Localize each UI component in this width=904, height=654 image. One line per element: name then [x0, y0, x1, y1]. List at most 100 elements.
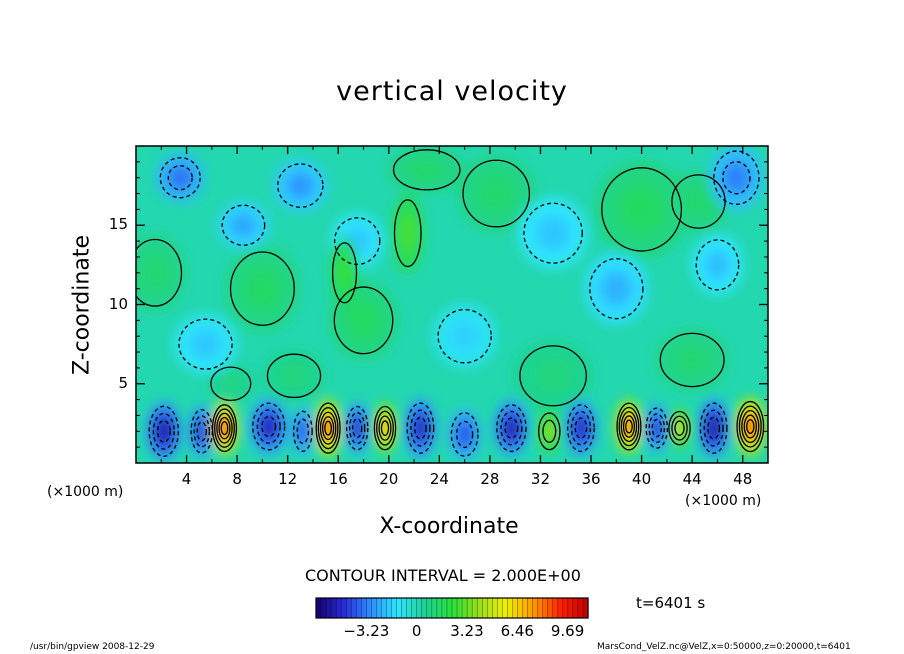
contour-line	[703, 409, 724, 447]
field-cell	[673, 344, 712, 376]
colorbar-segment	[436, 598, 443, 618]
colorbar-segment	[497, 598, 503, 618]
field-cell	[382, 422, 388, 434]
field-cell	[476, 173, 516, 214]
contour-line	[437, 308, 492, 364]
contour-line	[542, 419, 557, 443]
contour-line	[574, 417, 588, 439]
field-cell	[448, 320, 481, 353]
field-cell	[286, 172, 314, 199]
colorbar-segment	[517, 598, 524, 618]
contour-line	[699, 402, 728, 454]
colorbar-segment	[351, 598, 357, 618]
contour-line	[393, 199, 422, 268]
colorbar-segment	[487, 598, 493, 618]
field-cell	[545, 424, 554, 439]
contour-line	[601, 167, 683, 252]
field-cell	[626, 421, 632, 432]
field-cell	[222, 423, 227, 433]
contour-line	[722, 161, 751, 195]
contour-line	[315, 402, 341, 454]
chart-title: vertical velocity	[336, 76, 568, 107]
contour-line	[406, 402, 435, 454]
contour-line	[674, 420, 685, 436]
colorbar-segment	[572, 598, 579, 618]
colorbar-segment	[512, 598, 519, 618]
contour-line	[348, 412, 366, 445]
contour-line	[671, 415, 688, 441]
contour-line	[351, 418, 363, 439]
field-cell	[159, 423, 169, 439]
y-tick-label: 10	[108, 294, 128, 313]
x-unit-left: (×1000 m)	[47, 484, 124, 500]
contour-line	[277, 163, 324, 208]
field-cell	[346, 300, 381, 341]
x-unit-right: (×1000 m)	[685, 493, 762, 509]
contour-line	[345, 405, 369, 451]
contour-line	[743, 414, 757, 439]
field-cell	[652, 420, 661, 437]
colorbar-segment	[346, 598, 352, 618]
colorbar-segment	[386, 598, 393, 618]
colorbar-segment	[507, 598, 514, 618]
colorbar-segment	[336, 598, 342, 618]
field-cell	[263, 419, 274, 434]
colorbar-segment	[371, 598, 378, 618]
colorbar-segment	[416, 598, 423, 618]
contour-line	[221, 204, 266, 246]
contour-interval-label: CONTOUR INTERVAL = 2.000E+00	[305, 566, 581, 585]
colorbar-frame	[315, 597, 589, 619]
footer-left: /usr/bin/gpview 2008-12-29	[30, 642, 155, 652]
colorbar-segment	[532, 598, 539, 618]
contour-line	[538, 412, 561, 451]
colorbar-tick-label: 9.69	[550, 622, 585, 640]
contour-line	[410, 409, 431, 447]
contour-line	[622, 415, 636, 438]
field-cell	[600, 270, 633, 307]
field-cell	[747, 421, 753, 432]
field-cell	[535, 215, 571, 252]
contour-line	[322, 416, 335, 441]
field-cell	[575, 418, 587, 438]
contour-line	[570, 410, 592, 446]
field-cell	[709, 420, 718, 436]
colorbar-segment	[547, 598, 554, 618]
x-tick-label: 44	[682, 470, 702, 488]
field-cell	[722, 161, 750, 194]
contour-line	[392, 149, 461, 191]
x-tick-label: 20	[379, 470, 399, 488]
field-blobs	[136, 146, 767, 462]
contour-line	[620, 411, 638, 443]
field-cell	[278, 362, 310, 389]
contour-line	[210, 366, 252, 402]
colorbar-segment	[482, 598, 488, 618]
contour-line	[645, 407, 669, 449]
contour-line	[317, 407, 339, 450]
colorbar-segment	[542, 598, 549, 618]
contour-line	[707, 416, 720, 440]
contour-line	[190, 409, 213, 454]
contour-line	[220, 421, 229, 436]
contour-line	[456, 420, 474, 449]
x-tick-label: 16	[328, 470, 348, 488]
x-tick-label: 24	[429, 470, 449, 488]
contour-line	[462, 159, 531, 228]
contour-line	[659, 332, 725, 388]
colorbar-segment	[381, 598, 388, 618]
colorbar-segment	[477, 598, 483, 618]
colorbar-segment	[426, 598, 433, 618]
contour-lines	[136, 149, 765, 457]
colorbar-segment	[502, 598, 509, 618]
x-tick-label: 48	[733, 470, 753, 488]
contour-line	[504, 417, 519, 439]
contour-line	[567, 404, 595, 453]
colorbar-segment	[401, 598, 408, 618]
colorbar-segment	[446, 598, 453, 618]
contour-line	[589, 258, 644, 320]
contour-line	[292, 410, 313, 452]
colorbar-segment	[457, 598, 463, 618]
field-cell	[352, 419, 362, 437]
x-tick-label: 40	[632, 470, 652, 488]
y-axis-label: Z-coordinate	[69, 235, 95, 375]
